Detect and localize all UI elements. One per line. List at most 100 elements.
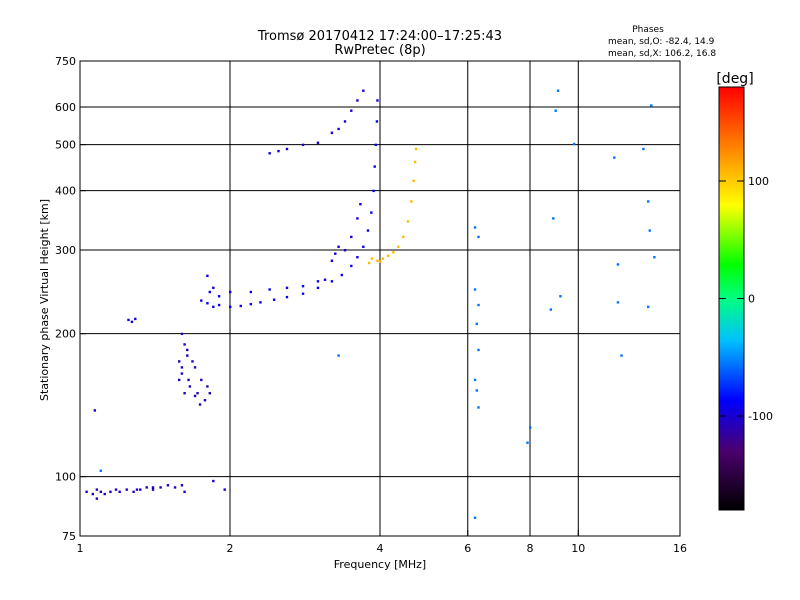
data-point: [376, 259, 379, 263]
y-tick-label: 200: [55, 328, 76, 341]
data-point: [187, 378, 190, 382]
data-point: [103, 492, 106, 496]
data-point: [130, 320, 134, 324]
data-point: [379, 260, 382, 263]
y-tick-label: 300: [55, 244, 76, 257]
data-point: [193, 366, 197, 369]
data-point: [477, 303, 480, 307]
data-point: [188, 385, 192, 388]
data-point: [268, 152, 271, 155]
data-point: [356, 256, 359, 259]
data-point: [356, 99, 359, 102]
data-point: [392, 251, 395, 254]
x-tick-label: 6: [464, 542, 471, 555]
data-point: [316, 141, 320, 144]
y-tick-label: 75: [62, 530, 76, 543]
x-axis-label: Frequency [MHz]: [334, 558, 426, 571]
data-point: [646, 305, 650, 309]
data-point: [410, 200, 413, 203]
data-point: [229, 290, 232, 294]
data-point: [159, 486, 162, 489]
data-point: [648, 229, 651, 232]
data-point: [180, 484, 184, 487]
data-point: [285, 147, 289, 151]
data-point: [206, 385, 209, 388]
data-point: [180, 332, 184, 336]
data-point: [350, 109, 353, 112]
data-point: [374, 143, 378, 147]
data-point: [316, 280, 320, 283]
data-point: [477, 406, 480, 409]
data-point: [166, 484, 170, 487]
data-point: [183, 392, 186, 395]
data-point: [177, 360, 181, 363]
data-point: [386, 254, 390, 257]
y-tick-label: 400: [55, 185, 76, 198]
data-point: [334, 252, 337, 255]
phase-note-heading: Phases: [632, 25, 664, 35]
data-point: [208, 392, 211, 395]
data-point: [370, 211, 373, 214]
data-point: [397, 245, 400, 249]
data-point: [206, 302, 209, 305]
data-point: [85, 490, 88, 494]
data-point: [473, 516, 477, 519]
data-point: [196, 392, 199, 395]
data-point: [200, 378, 203, 382]
data-point: [277, 149, 280, 153]
data-point: [285, 295, 289, 299]
y-tick-label: 500: [55, 139, 76, 152]
x-tick-label: 2: [227, 542, 234, 555]
data-point: [223, 488, 226, 491]
colorbar-tick-label: -100: [748, 410, 773, 423]
data-point: [477, 235, 480, 239]
data-point: [337, 127, 340, 131]
data-point: [180, 366, 184, 369]
data-point: [99, 469, 103, 472]
data-point: [285, 286, 289, 290]
data-point: [177, 378, 181, 382]
data-point: [239, 304, 242, 308]
data-point: [375, 120, 379, 123]
data-point: [249, 302, 253, 306]
data-point: [301, 284, 305, 288]
x-tick-label: 4: [377, 542, 384, 555]
data-point: [229, 305, 232, 309]
x-tick-label: 1: [77, 542, 84, 555]
data-point: [135, 488, 139, 491]
data-point: [114, 488, 118, 491]
data-point: [473, 378, 477, 382]
data-point: [125, 488, 128, 491]
data-point: [572, 142, 576, 146]
data-point: [343, 120, 347, 123]
colorbar-tick-label: 100: [748, 175, 769, 188]
data-point: [330, 131, 334, 135]
data-point: [91, 492, 95, 496]
data-point: [367, 261, 371, 265]
data-point: [316, 286, 320, 290]
data-point: [193, 394, 197, 398]
data-point: [206, 274, 209, 278]
data-point: [186, 348, 189, 352]
data-point: [183, 490, 186, 494]
data-point: [356, 217, 359, 220]
data-point: [337, 245, 340, 249]
data-point: [127, 318, 130, 322]
data-point: [93, 409, 97, 412]
data-point: [139, 488, 142, 491]
grid-lines: [80, 61, 680, 536]
data-point: [151, 488, 155, 491]
y-tick-label: 750: [55, 55, 76, 68]
data-point: [646, 200, 650, 203]
data-point: [653, 256, 656, 259]
data-point: [99, 490, 103, 494]
data-point: [95, 488, 99, 491]
y-axis: 75 100 200 300 400 500 600 750: [55, 55, 86, 543]
data-point: [529, 426, 532, 429]
data-point: [301, 143, 305, 147]
data-point: [475, 389, 478, 392]
data-point: [95, 497, 99, 500]
data-point: [473, 288, 477, 291]
data-point: [406, 220, 410, 223]
data-point: [249, 290, 253, 294]
